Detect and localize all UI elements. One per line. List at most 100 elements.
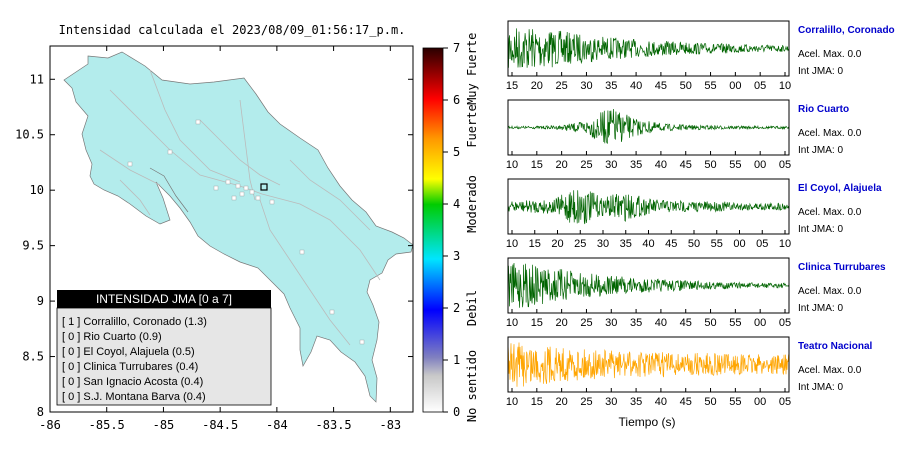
- waveform-panel: 15 20 25 30 35 40 45 50 55 00 05 10 Corralillo, Coro…: [506, 20, 895, 92]
- station-accel: Acel. Max. 0.0: [798, 365, 862, 376]
- time-tick-label: 45: [665, 238, 677, 250]
- lat-tick-label: 8.5: [22, 350, 44, 364]
- station-marker: [195, 119, 201, 125]
- colorbar-tick-label: 6: [453, 93, 460, 107]
- colorbar-label: No sentido: [465, 350, 479, 422]
- time-tick-label: 50: [680, 80, 692, 92]
- station-accel: Acel. Max. 0.0: [798, 286, 862, 297]
- legend-item: [ 0 ] S.J. Montana Barva (0.4): [62, 391, 206, 403]
- colorbar-scale: [422, 47, 444, 413]
- waveform-trace: [507, 342, 790, 387]
- colorbar-ticks: 0 1 2 3 4 5 6 7: [443, 41, 460, 419]
- time-tick-label: 35: [620, 238, 632, 250]
- lat-tick-label: 9: [37, 294, 44, 308]
- legend-item: [ 0 ] El Coyol, Alajuela (0.5): [62, 346, 195, 358]
- epicenter-marker: [260, 183, 268, 191]
- time-tick-label: 05: [756, 238, 768, 250]
- station-marker: [235, 183, 241, 189]
- time-tick-label: 00: [754, 317, 766, 329]
- x-axis-label: Tiempo (s): [619, 415, 676, 429]
- time-tick-label: 50: [704, 396, 716, 408]
- map-title: Intensidad calculada el 2023/08/09_01:56…: [59, 23, 406, 37]
- legend-body: [56, 307, 272, 406]
- time-tick-label: 00: [733, 238, 745, 250]
- time-tick-label: 45: [655, 80, 667, 92]
- lon-tick-label: -83.5: [316, 418, 352, 432]
- time-tick-label: 00: [729, 80, 741, 92]
- lat-tick-label: 10: [30, 183, 44, 197]
- nicoya-gulf-coast: [149, 167, 189, 213]
- time-tick-label: 50: [688, 238, 700, 250]
- time-tick-label: 40: [630, 80, 642, 92]
- waveform-panel: 10 15 20 25 30 35 40 45 50 55 00 05 Teatro Nacional A…: [506, 336, 872, 408]
- time-tick-label: 20: [556, 396, 568, 408]
- waveform-panel: 10 15 20 25 30 35 40 45 50 55 00 05 10 El Coyol, Alaj…: [506, 178, 882, 250]
- station-accel: Acel. Max. 0.0: [798, 49, 862, 60]
- lon-tick-label: -84.5: [202, 418, 238, 432]
- time-tick-label: 50: [704, 317, 716, 329]
- colorbar-tick-label: 3: [453, 249, 460, 263]
- time-tick-label: 05: [779, 159, 791, 171]
- time-tick-label: 15: [531, 396, 543, 408]
- station-marker: [239, 191, 245, 197]
- map-axes: -86 -85.5 -85 -84.5 -84 -83.5 -83 11 10.5 10 9.5 9 8…: [15, 46, 413, 432]
- time-tick-label: 30: [605, 317, 617, 329]
- lon-tick-label: -85: [153, 418, 175, 432]
- station-int: Int JMA: 0: [798, 66, 843, 77]
- station-marker: [255, 195, 261, 201]
- station-markers: [127, 119, 365, 345]
- lat-tick-label: 11: [30, 72, 44, 86]
- time-tick-label: 45: [680, 317, 692, 329]
- station-name: Clinica Turrubares: [798, 262, 886, 273]
- waveform-panels: 15 20 25 30 35 40 45 50 55 00 05 10 Corralillo, Coro…: [506, 20, 895, 408]
- colorbar-label: Moderado: [465, 175, 479, 233]
- time-tick-label: 10: [506, 396, 518, 408]
- station-int: Int JMA: 0: [798, 303, 843, 314]
- time-tick-label: 20: [531, 80, 543, 92]
- colorbar-tick-label: 7: [453, 41, 460, 55]
- time-tick-label: 00: [754, 396, 766, 408]
- costa-rica-landmass: [63, 51, 414, 403]
- time-tick-label: 55: [729, 159, 741, 171]
- colorbar-label: Fuerte: [465, 104, 479, 147]
- station-name: Teatro Nacional: [798, 341, 872, 352]
- map-frame: [49, 45, 414, 413]
- time-tick-label: 15: [529, 238, 541, 250]
- time-tick-label: 50: [704, 159, 716, 171]
- time-tick-label: 25: [580, 317, 592, 329]
- colorbar-tick-label: 0: [453, 405, 460, 419]
- time-tick-label: 45: [680, 396, 692, 408]
- time-tick-label: 45: [680, 159, 692, 171]
- time-tick-label: 10: [506, 317, 518, 329]
- waveform-panel: 10 15 20 25 30 35 40 45 50 55 00 05 Rio Cuarto Acel. …: [506, 99, 862, 171]
- time-tick-label: 15: [531, 159, 543, 171]
- lon-tick-label: -86: [39, 418, 61, 432]
- station-marker: [127, 161, 133, 167]
- station-marker: [249, 189, 255, 195]
- time-tick-label: 05: [779, 317, 791, 329]
- colorbar-label: Debil: [465, 290, 479, 326]
- time-tick-label: 20: [551, 238, 563, 250]
- station-marker: [243, 185, 249, 191]
- lat-tick-label: 8: [37, 405, 44, 419]
- station-accel: Acel. Max. 0.0: [798, 207, 862, 218]
- lon-tick-label: -85.5: [89, 418, 125, 432]
- road: [259, 199, 351, 346]
- time-tick-label: 10: [506, 238, 518, 250]
- station-int: Int JMA: 0: [798, 382, 843, 393]
- road: [199, 119, 281, 186]
- time-tick-label: 35: [630, 159, 642, 171]
- map-panel: -86 -85.5 -85 -84.5 -84 -83.5 -83 11 10.5 10 9.5 9 8…: [15, 45, 414, 432]
- legend-item: [ 0 ] Rio Cuarto (0.9): [62, 331, 162, 343]
- road: [99, 149, 161, 186]
- time-tick-label: 20: [556, 317, 568, 329]
- road: [149, 69, 241, 183]
- legend-title: INTENSIDAD JMA [0 a 7]: [96, 292, 232, 306]
- legend-item: [ 1 ] Corralillo, Coronado (1.3): [62, 316, 207, 328]
- time-tick-label: 35: [630, 317, 642, 329]
- time-tick-label: 25: [580, 159, 592, 171]
- time-tick-label: 10: [506, 159, 518, 171]
- waveform-frame: [507, 257, 790, 314]
- lon-tick-label: -84: [266, 418, 288, 432]
